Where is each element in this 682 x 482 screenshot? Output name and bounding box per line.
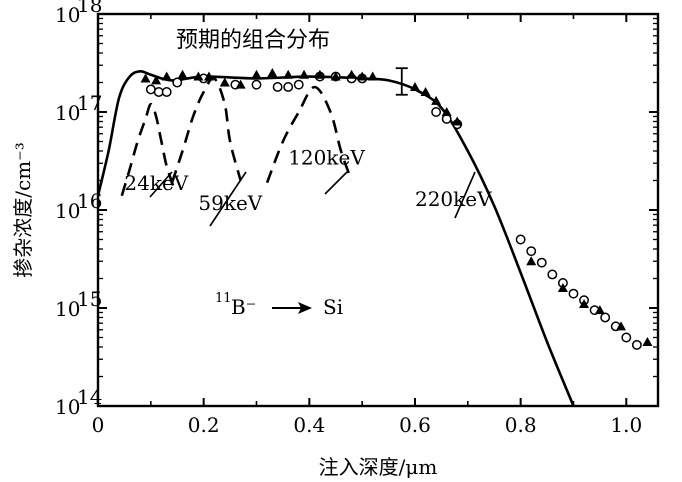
circle-point [431,107,442,117]
triangle-point [235,79,246,89]
triangle-point [267,68,278,78]
y-tick-exponent: 15 [77,287,102,311]
annotation-leader [209,171,247,227]
curves [96,69,575,407]
reaction-projectile: B⁻ [231,295,256,319]
triangle-point [357,71,368,81]
circle-point [631,339,642,350]
triangle-point [557,282,568,292]
triangle-point [441,107,452,116]
circle-point [536,257,547,268]
triangle-point [616,321,627,331]
x-tick-label: 0.4 [293,413,325,437]
energy-label-220kev: 220keV [415,187,492,211]
data-points [140,68,653,350]
energy-label-59kev: 59keV [198,191,262,215]
curve-annotations: 24keV 59keV 120keV 220keV [124,146,492,227]
reaction-arrow-head [298,302,312,314]
circle-point [526,246,537,257]
triangle-point [219,77,230,87]
y-axis-title: 掺杂浓度/cm⁻³ [11,142,35,277]
triangle-point [161,71,172,81]
energy-label-120kev: 120keV [288,146,365,170]
circle-point [251,79,262,90]
triangle-point [409,81,420,91]
triangle-point [579,298,590,308]
y-tick-base: 10 [55,199,80,223]
triangle-point [346,69,357,79]
triangle-point [151,75,162,85]
annotation-leader [149,171,173,198]
y-tick-base: 10 [55,395,80,419]
energy-label-24kev: 24keV [124,171,188,195]
error-bar [395,67,408,96]
circle-point [161,87,172,97]
circle-point [293,79,304,90]
triangle-point [177,69,188,79]
x-tick-label: 1.0 [610,413,642,437]
predicted-total-curve [96,69,575,407]
triangle-point [203,71,214,81]
chart-title: 预期的组合分布 [176,28,330,53]
circle-point [272,82,283,92]
triangle-point [299,69,310,79]
triangle-point [431,95,442,105]
triangle-point [251,69,262,79]
triangle-point [330,71,341,81]
circle-point [283,82,294,92]
circle-point [145,84,156,95]
x-tick-label: 0.2 [188,413,220,437]
annotation-leader [454,171,476,219]
reaction-label: 11 B⁻ Si [215,291,343,319]
component-curve-59kev [170,76,242,184]
triangle-point [283,69,294,79]
circle-point [515,234,526,245]
x-tick-label: 0 [92,413,105,437]
x-axis-title: 注入深度/μm [319,455,438,479]
triangle-point [314,69,325,79]
x-tick-label: 0.6 [399,413,431,437]
triangle-point [140,73,151,83]
circle-point [153,87,164,97]
triangle-point [526,256,537,266]
y-tick-exponent: 17 [77,91,102,115]
triangle-point [452,116,463,126]
y-tick-base: 10 [55,297,80,321]
circle-point [621,332,632,343]
triangle-point [193,71,204,81]
triangle-point [420,86,431,96]
annotation-leader [324,171,348,195]
triangle-point [367,71,378,81]
y-tick-base: 10 [55,101,80,125]
triangle-point [642,336,653,346]
y-tick-exponent: 18 [77,0,102,17]
circle-point [568,288,579,299]
component-curve-24kev [120,102,176,197]
y-tick-exponent: 14 [77,385,102,409]
x-tick-label: 0.8 [505,413,537,437]
circle-point [547,269,558,280]
component-curve-120kev [265,85,353,184]
circle-point [172,77,183,88]
y-tick-base: 10 [55,3,80,27]
reaction-mass-number: 11 [215,291,232,306]
reaction-target: Si [323,295,343,319]
axis-ticks [97,13,658,407]
circle-point [600,312,611,323]
triangle-point [594,305,605,315]
